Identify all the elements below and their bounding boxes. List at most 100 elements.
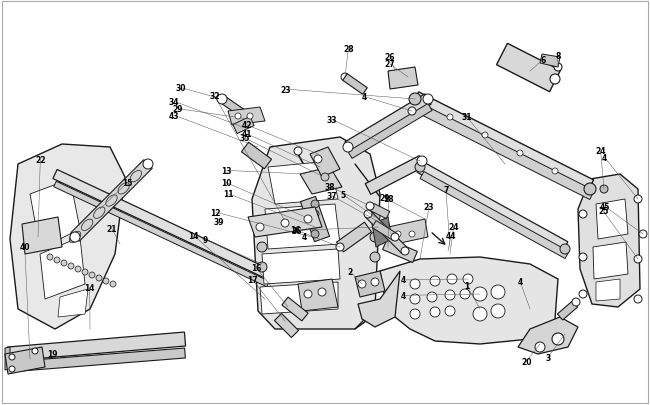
Text: 4: 4 — [361, 93, 367, 102]
Circle shape — [336, 243, 344, 252]
Polygon shape — [355, 271, 385, 297]
Polygon shape — [337, 223, 372, 252]
Polygon shape — [71, 160, 152, 242]
Circle shape — [552, 333, 564, 345]
Circle shape — [579, 254, 587, 261]
Text: 12: 12 — [211, 208, 221, 217]
Circle shape — [391, 233, 399, 241]
Polygon shape — [300, 197, 330, 242]
Text: 38: 38 — [325, 183, 335, 192]
Circle shape — [370, 252, 380, 262]
Circle shape — [482, 133, 488, 139]
Polygon shape — [248, 207, 322, 237]
Polygon shape — [383, 239, 417, 263]
Circle shape — [82, 269, 88, 275]
Circle shape — [572, 298, 580, 306]
Text: 28: 28 — [343, 45, 354, 54]
Text: 41: 41 — [242, 130, 252, 139]
Circle shape — [552, 168, 558, 175]
Text: 16: 16 — [290, 226, 300, 234]
Text: 14: 14 — [84, 283, 95, 292]
Polygon shape — [372, 217, 392, 247]
Text: 16: 16 — [251, 264, 261, 273]
Circle shape — [370, 213, 380, 222]
Text: 8: 8 — [555, 52, 560, 61]
Circle shape — [47, 254, 53, 260]
Text: 4: 4 — [602, 153, 607, 162]
Polygon shape — [540, 55, 560, 68]
Text: 35: 35 — [239, 134, 250, 143]
Text: 42: 42 — [242, 121, 252, 130]
Text: 17: 17 — [247, 275, 257, 284]
Polygon shape — [40, 237, 85, 299]
Text: 25: 25 — [598, 207, 608, 216]
Circle shape — [405, 75, 411, 81]
Text: 4: 4 — [302, 232, 307, 241]
Polygon shape — [10, 145, 125, 329]
Polygon shape — [415, 103, 594, 200]
Circle shape — [473, 307, 487, 321]
Polygon shape — [411, 93, 593, 195]
Polygon shape — [282, 297, 308, 321]
Text: 4: 4 — [517, 277, 523, 286]
Circle shape — [370, 232, 380, 243]
Polygon shape — [30, 179, 80, 249]
Text: 4: 4 — [400, 291, 406, 300]
Polygon shape — [22, 217, 62, 254]
Text: 43: 43 — [169, 111, 179, 120]
Text: 24: 24 — [448, 222, 459, 231]
Circle shape — [54, 257, 60, 263]
Circle shape — [281, 220, 289, 228]
Text: 19: 19 — [47, 349, 57, 358]
Circle shape — [445, 306, 455, 316]
Circle shape — [430, 307, 440, 317]
Circle shape — [314, 156, 322, 164]
Polygon shape — [262, 249, 340, 284]
Text: 22: 22 — [35, 156, 46, 165]
Circle shape — [445, 290, 455, 300]
Polygon shape — [420, 172, 569, 259]
Text: 21: 21 — [107, 224, 117, 233]
Circle shape — [294, 148, 302, 156]
Polygon shape — [380, 257, 558, 344]
Circle shape — [579, 290, 587, 298]
Text: 44: 44 — [446, 231, 456, 240]
Polygon shape — [298, 279, 338, 311]
Circle shape — [430, 276, 440, 286]
Polygon shape — [365, 212, 408, 254]
Polygon shape — [274, 314, 298, 338]
Circle shape — [311, 200, 319, 209]
Circle shape — [634, 256, 642, 263]
Text: 1: 1 — [464, 281, 469, 290]
Circle shape — [427, 292, 437, 302]
Circle shape — [235, 114, 241, 120]
Circle shape — [217, 95, 227, 105]
Polygon shape — [265, 205, 340, 249]
Circle shape — [366, 202, 374, 211]
Circle shape — [408, 108, 416, 116]
Polygon shape — [388, 220, 428, 245]
Polygon shape — [417, 162, 568, 253]
Polygon shape — [518, 317, 578, 354]
Circle shape — [535, 342, 545, 352]
Polygon shape — [5, 347, 45, 374]
Text: 2: 2 — [347, 267, 352, 276]
Circle shape — [410, 309, 420, 319]
Circle shape — [460, 289, 470, 299]
Text: 39: 39 — [213, 217, 224, 226]
Polygon shape — [343, 75, 367, 95]
Polygon shape — [593, 243, 628, 279]
Circle shape — [423, 95, 433, 105]
Circle shape — [639, 230, 647, 239]
Circle shape — [318, 288, 326, 296]
Circle shape — [560, 244, 570, 254]
Circle shape — [61, 260, 67, 266]
Circle shape — [257, 262, 267, 272]
Circle shape — [409, 231, 415, 237]
Circle shape — [410, 279, 420, 289]
Circle shape — [257, 222, 267, 232]
Circle shape — [143, 160, 153, 170]
Polygon shape — [370, 204, 390, 219]
Text: 37: 37 — [326, 192, 337, 200]
Polygon shape — [252, 138, 380, 329]
